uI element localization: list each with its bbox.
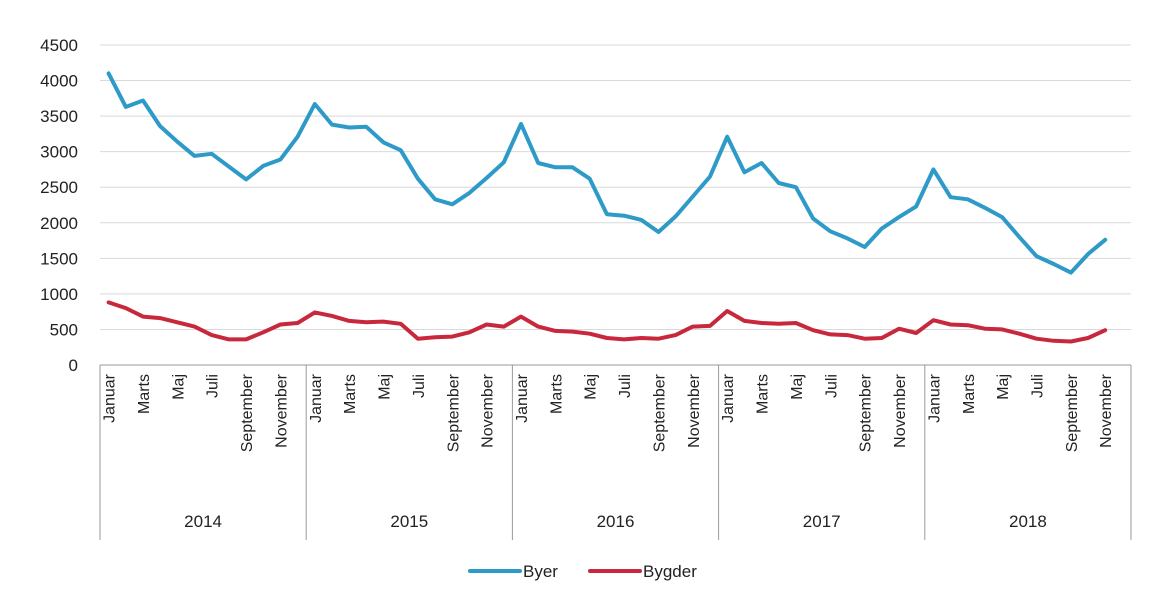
legend-label: Bygder bbox=[643, 562, 697, 581]
x-tick-label: November bbox=[480, 373, 497, 447]
y-tick-label: 1500 bbox=[40, 249, 78, 268]
year-label: 2018 bbox=[1009, 512, 1047, 531]
x-tick-label: Januar bbox=[926, 373, 943, 423]
y-tick-label: 3500 bbox=[40, 107, 78, 126]
x-tick-label: Juli bbox=[617, 374, 634, 398]
x-tick-label: November bbox=[686, 373, 703, 447]
x-tick-label: September bbox=[1064, 373, 1081, 452]
y-axis-ticks: 0 500 1000 1500 2000 2500 3000 3500 4000 4500 bbox=[40, 36, 78, 375]
x-tick-label: November bbox=[1098, 373, 1115, 447]
x-tick-label: September bbox=[651, 373, 668, 452]
year-label: 2014 bbox=[184, 512, 222, 531]
legend: Byer Bygder bbox=[468, 562, 697, 581]
x-tick-label: Januar bbox=[514, 373, 531, 423]
y-tick-label: 2000 bbox=[40, 214, 78, 233]
year-label: 2015 bbox=[390, 512, 428, 531]
x-tick-label: Januar bbox=[308, 373, 325, 423]
x-tick-label: November bbox=[273, 373, 290, 447]
series-line-bygder bbox=[106, 300, 1108, 344]
x-tick-label: Marts bbox=[755, 374, 772, 414]
y-tick-label: 1000 bbox=[40, 285, 78, 304]
x-tick-label: Januar bbox=[102, 373, 119, 423]
x-axis-ticks: Januar Marts Maj Juli September November Janua… bbox=[102, 373, 1116, 452]
x-tick-label: Maj bbox=[995, 374, 1012, 400]
x-tick-label: Juli bbox=[205, 374, 222, 398]
x-tick-label: Juli bbox=[1029, 374, 1046, 398]
gridlines bbox=[100, 44, 1131, 330]
series-line-byer bbox=[106, 71, 1108, 275]
y-tick-label: 4500 bbox=[40, 36, 78, 55]
x-tick-label: Marts bbox=[548, 374, 565, 414]
y-tick-label: 2500 bbox=[40, 178, 78, 197]
year-label: 2016 bbox=[597, 512, 635, 531]
x-tick-label: Juli bbox=[411, 374, 428, 398]
x-tick-label: September bbox=[445, 373, 462, 452]
x-tick-label: November bbox=[892, 373, 909, 447]
series-lines bbox=[106, 71, 1108, 344]
x-tick-label: Maj bbox=[377, 374, 394, 400]
legend-label: Byer bbox=[523, 562, 558, 581]
x-tick-label: September bbox=[239, 373, 256, 452]
year-label: 2017 bbox=[803, 512, 841, 531]
y-tick-label: 500 bbox=[50, 320, 78, 339]
x-tick-label: September bbox=[858, 373, 875, 452]
x-tick-label: Maj bbox=[583, 374, 600, 400]
x-tick-label: Maj bbox=[789, 374, 806, 400]
x-tick-label: Marts bbox=[342, 374, 359, 414]
y-tick-label: 4000 bbox=[40, 72, 78, 91]
x-axis-year-groups: 2014 2015 2016 2017 2018 bbox=[99, 365, 1132, 540]
x-tick-label: Marts bbox=[136, 374, 153, 414]
y-tick-label: 0 bbox=[69, 356, 78, 375]
x-tick-label: Juli bbox=[823, 374, 840, 398]
y-tick-label: 3000 bbox=[40, 143, 78, 162]
x-tick-label: Marts bbox=[961, 374, 978, 414]
x-tick-label: Januar bbox=[720, 373, 737, 423]
x-tick-label: Maj bbox=[170, 374, 187, 400]
